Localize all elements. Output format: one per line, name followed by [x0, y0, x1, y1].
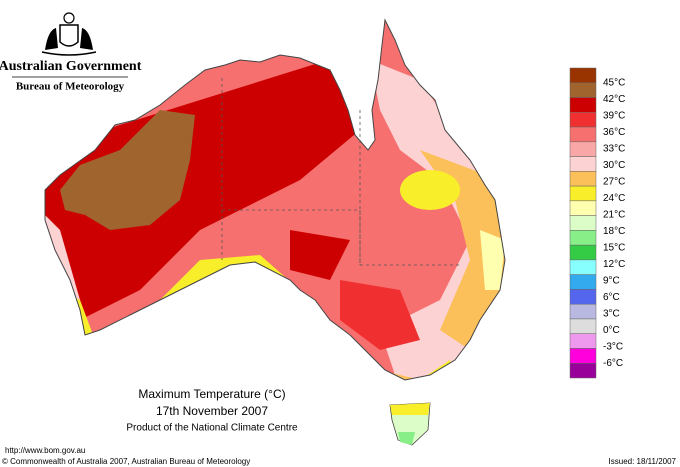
- legend-swatch: [569, 200, 597, 216]
- legend-label: 27°C: [603, 176, 625, 187]
- legend-label: 45°C: [603, 77, 625, 88]
- legend-swatch: [569, 259, 597, 275]
- government-name: Australian Government: [0, 59, 142, 74]
- bureau-name: Bureau of Meteorology: [16, 81, 125, 93]
- legend-label: 9°C: [603, 275, 620, 286]
- coat-of-arms: [41, 12, 97, 56]
- legend-label: 39°C: [603, 110, 625, 121]
- caption-product: Product of the National Climate Centre: [126, 423, 298, 434]
- legend-label: -3°C: [603, 341, 623, 352]
- legend-swatch: [569, 112, 597, 128]
- caption-date: 17th November 2007: [156, 404, 268, 418]
- legend-label: 33°C: [603, 143, 625, 154]
- legend-swatch: [569, 244, 597, 261]
- legend-swatch: [569, 348, 597, 364]
- state-borders: [221, 78, 460, 266]
- legend: 45°C 42°C 39°C 36°C 33°C 30°C 27°C 24°C 21°C 18°C…: [569, 67, 625, 379]
- legend-swatch: [569, 141, 597, 157]
- legend-swatch: [569, 318, 597, 334]
- legend-label: 18°C: [603, 226, 625, 237]
- legend-label: 3°C: [603, 308, 620, 319]
- legend-label: 21°C: [603, 209, 625, 220]
- legend-swatch: [569, 215, 597, 231]
- legend-swatch: [569, 303, 597, 320]
- legend-label: 12°C: [603, 259, 625, 270]
- legend-swatch: [569, 230, 597, 246]
- legend-swatch: [569, 67, 597, 84]
- footer-issued: Issued: 18/11/2007: [609, 457, 677, 466]
- legend-swatch: [569, 185, 597, 202]
- legend-swatch: [569, 274, 597, 290]
- legend-swatch: [569, 333, 597, 349]
- footer-url[interactable]: http://www.bom.gov.au: [5, 446, 85, 455]
- legend-label: 24°C: [603, 193, 625, 204]
- legend-swatch: [569, 171, 597, 187]
- legend-swatch: [569, 289, 597, 305]
- legend-label: 42°C: [603, 94, 625, 105]
- coastline: [44, 18, 506, 381]
- legend-swatch: [569, 156, 597, 172]
- legend-label: 36°C: [603, 127, 625, 138]
- legend-label: 6°C: [603, 292, 620, 303]
- footer-copyright: © Commonwealth of Australia 2007, Austra…: [2, 457, 250, 466]
- legend-swatch: [569, 97, 597, 113]
- legend-swatch: [569, 126, 597, 143]
- legend-label: 30°C: [603, 160, 625, 171]
- tasmania-north: [390, 403, 430, 415]
- legend-swatch: [569, 82, 597, 98]
- legend-label: 15°C: [603, 242, 625, 253]
- legend-swatch: [569, 362, 597, 379]
- tasmania-south: [398, 432, 415, 445]
- caption-title: Maximum Temperature (°C): [138, 387, 285, 401]
- legend-label: -6°C: [603, 358, 623, 369]
- legend-label: 0°C: [603, 325, 620, 336]
